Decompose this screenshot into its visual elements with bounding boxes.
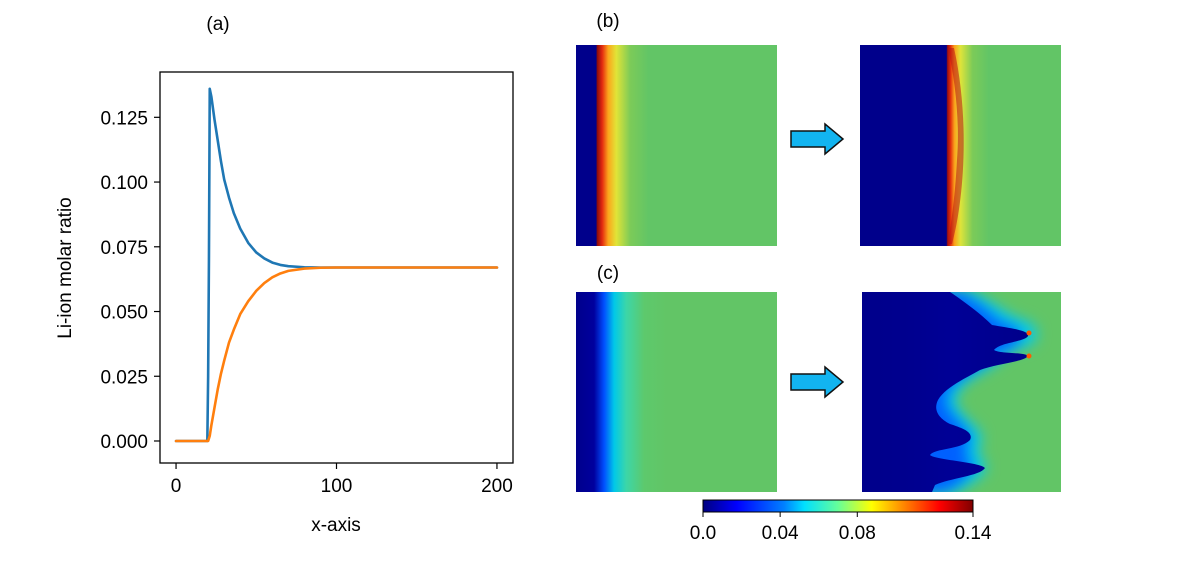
heatmap-b-initial bbox=[576, 45, 777, 246]
colorbar-tick-label: 0.08 bbox=[839, 523, 876, 544]
heatmap-c-initial bbox=[576, 292, 777, 492]
y-tick-label: 0.000 bbox=[100, 432, 148, 453]
series-line-1 bbox=[174, 87, 499, 443]
colorbar-tick-label: 0.14 bbox=[955, 523, 992, 544]
colorbar-tick-label: 0.0 bbox=[690, 523, 716, 544]
y-tick-label: 0.050 bbox=[100, 303, 148, 324]
panel-a-label: (a) bbox=[206, 14, 229, 35]
panel-c-label: (c) bbox=[597, 263, 619, 284]
panel-b-heatmaps bbox=[576, 45, 1061, 246]
colorbar: 0.0 0.04 0.08 0.14 bbox=[690, 499, 992, 544]
heatmap-c-final bbox=[862, 292, 1061, 492]
y-axis-label: Li-ion molar ratio bbox=[55, 197, 76, 339]
arrow-right-icon bbox=[790, 122, 845, 156]
heatmap-b-front-bulge bbox=[948, 48, 964, 244]
x-tick-label: 0 bbox=[171, 476, 182, 497]
colorbar-tick-label: 0.04 bbox=[762, 523, 799, 544]
y-tick-label: 0.100 bbox=[100, 173, 148, 194]
y-tick-label: 0.075 bbox=[100, 238, 148, 259]
y-tick-label: 0.125 bbox=[100, 108, 148, 129]
dendrite-tip bbox=[1026, 330, 1032, 336]
series-line-2 bbox=[174, 266, 499, 443]
y-tick-label: 0.025 bbox=[100, 367, 148, 388]
dendrite-tip bbox=[1026, 353, 1032, 359]
line-chart: 0 100 200 0.000 0.025 0.050 0.075 0.100 0.125 x-… bbox=[55, 71, 514, 536]
arrow-right-icon bbox=[790, 365, 845, 399]
x-axis-label: x-axis bbox=[311, 515, 361, 536]
colorbar-gradient bbox=[702, 499, 974, 513]
panel-c-heatmaps bbox=[576, 292, 1061, 492]
panel-b-label: (b) bbox=[596, 11, 619, 32]
x-tick-label: 200 bbox=[481, 476, 513, 497]
x-tick-label: 100 bbox=[321, 476, 353, 497]
